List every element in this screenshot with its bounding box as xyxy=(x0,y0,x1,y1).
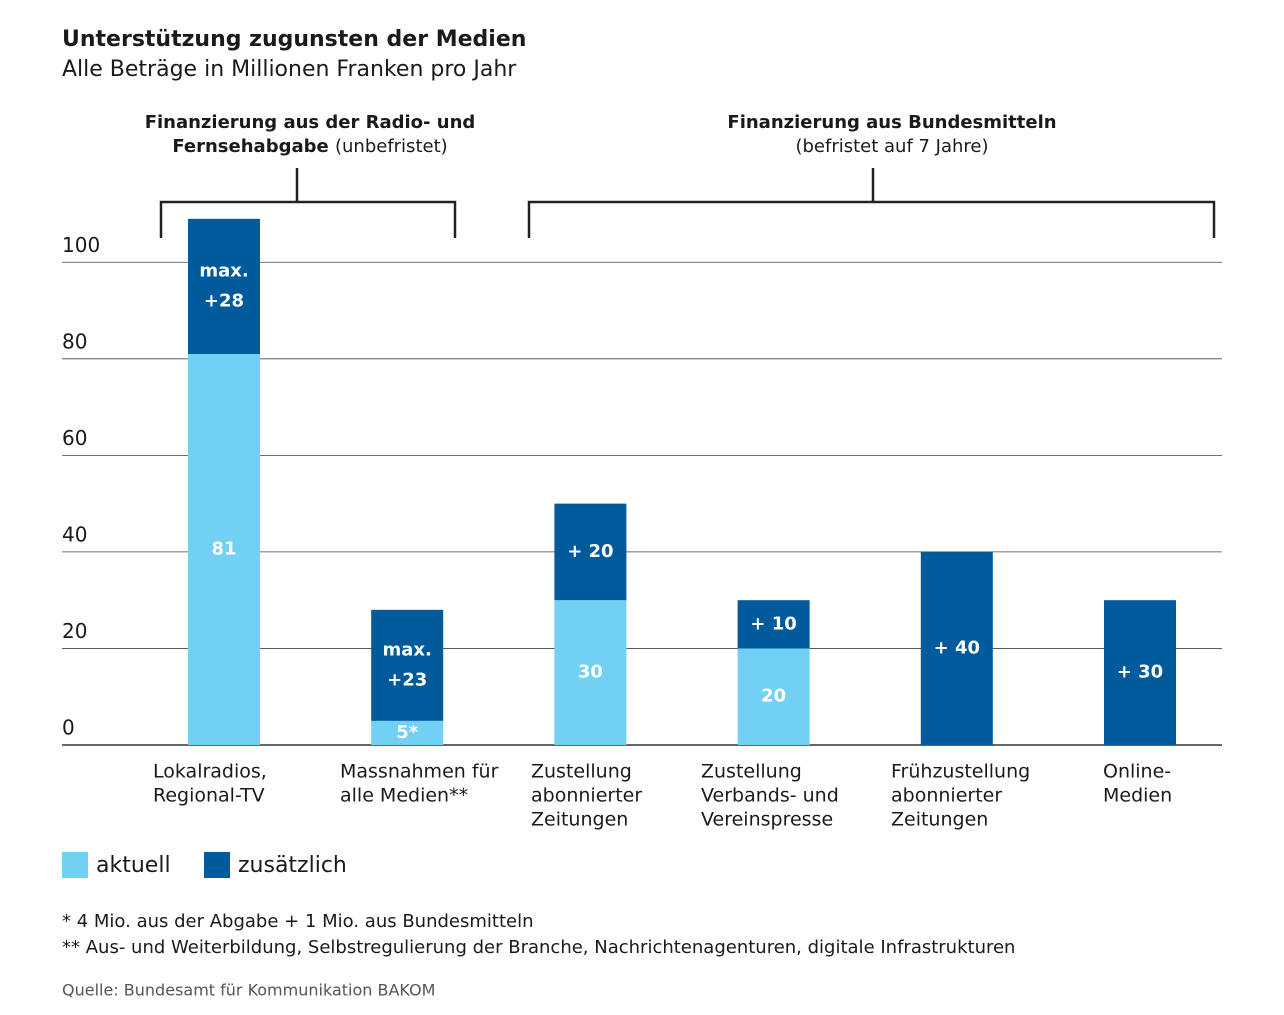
x-tick-label: Zustellung xyxy=(701,761,802,783)
x-tick-label: abonnierter xyxy=(531,785,642,807)
bar-segment xyxy=(554,600,627,745)
x-tick-label: Zustellung xyxy=(531,761,632,783)
group-title: Fernsehabgabe xyxy=(172,136,328,157)
bar-segment xyxy=(371,609,444,721)
bar-segment xyxy=(188,218,260,354)
bar-segment xyxy=(1104,600,1176,745)
value-label: max. xyxy=(199,260,248,281)
bar-segment xyxy=(554,503,627,601)
y-tick-label: 60 xyxy=(62,426,87,450)
legend-label: aktuell xyxy=(96,853,171,878)
value-label: + 20 xyxy=(567,541,613,562)
group-note: (unbefristet) xyxy=(335,136,448,157)
value-label: +23 xyxy=(387,669,427,690)
group-label: Finanzierung aus Bundesmitteln xyxy=(727,112,1056,133)
group-title: Finanzierung aus Bundesmitteln xyxy=(727,112,1056,133)
group-label: Fernsehabgabe (unbefristet) xyxy=(172,136,447,157)
x-tick-label: Vereinspresse xyxy=(701,809,833,831)
bar-segment xyxy=(371,720,444,745)
x-tick-label: Zeitungen xyxy=(891,809,988,831)
legend-swatch xyxy=(204,852,230,878)
chart-title: Unterstützung zugunsten der Medien xyxy=(62,27,526,52)
value-label: 81 xyxy=(211,538,236,559)
footnote: * 4 Mio. aus der Abgabe + 1 Mio. aus Bun… xyxy=(62,911,534,932)
x-tick-label: Regional-TV xyxy=(153,785,265,807)
x-tick-label: abonnierter xyxy=(891,785,1002,807)
value-label: 30 xyxy=(578,662,603,683)
value-label: 5* xyxy=(396,722,419,743)
x-tick-label: Frühzustellung xyxy=(891,761,1030,783)
y-tick-label: 100 xyxy=(62,233,100,257)
x-tick-label: Online- xyxy=(1103,761,1171,783)
y-tick-label: 20 xyxy=(62,619,87,643)
x-tick-label: Massnahmen für xyxy=(340,761,499,783)
bar-segment xyxy=(920,551,993,745)
bar-segment xyxy=(188,353,260,745)
x-tick-label: Medien xyxy=(1103,785,1172,807)
footnote: ** Aus- und Weiterbildung, Selbstregulie… xyxy=(62,937,1015,958)
value-label: + 10 xyxy=(750,613,796,634)
value-label: + 30 xyxy=(1117,662,1163,683)
value-label: 20 xyxy=(761,686,786,707)
y-tick-label: 80 xyxy=(62,329,87,353)
x-tick-label: Lokalradios, xyxy=(153,761,267,783)
bar-segment xyxy=(737,600,810,649)
group-note: (befristet auf 7 Jahre) xyxy=(795,136,988,157)
legend-label: zusätzlich xyxy=(238,853,347,878)
source: Quelle: Bundesamt für Kommunikation BAKO… xyxy=(62,981,435,1000)
value-label: + 40 xyxy=(934,637,980,658)
bar-segment xyxy=(737,648,810,745)
value-label: +28 xyxy=(204,290,244,311)
x-tick-label: Zeitungen xyxy=(531,809,628,831)
legend-swatch xyxy=(62,852,88,878)
x-tick-label: alle Medien** xyxy=(340,785,468,807)
bracket xyxy=(159,168,457,238)
chart-subtitle: Alle Beträge in Millionen Franken pro Ja… xyxy=(62,57,517,82)
x-tick-label: Verbands- und xyxy=(701,785,839,807)
group-label: Finanzierung aus der Radio- und xyxy=(145,112,476,133)
y-tick-label: 0 xyxy=(62,716,75,740)
value-label: max. xyxy=(383,639,432,660)
y-tick-label: 40 xyxy=(62,522,87,546)
bracket xyxy=(527,168,1216,238)
group-title: Finanzierung aus der Radio- und xyxy=(145,112,476,133)
